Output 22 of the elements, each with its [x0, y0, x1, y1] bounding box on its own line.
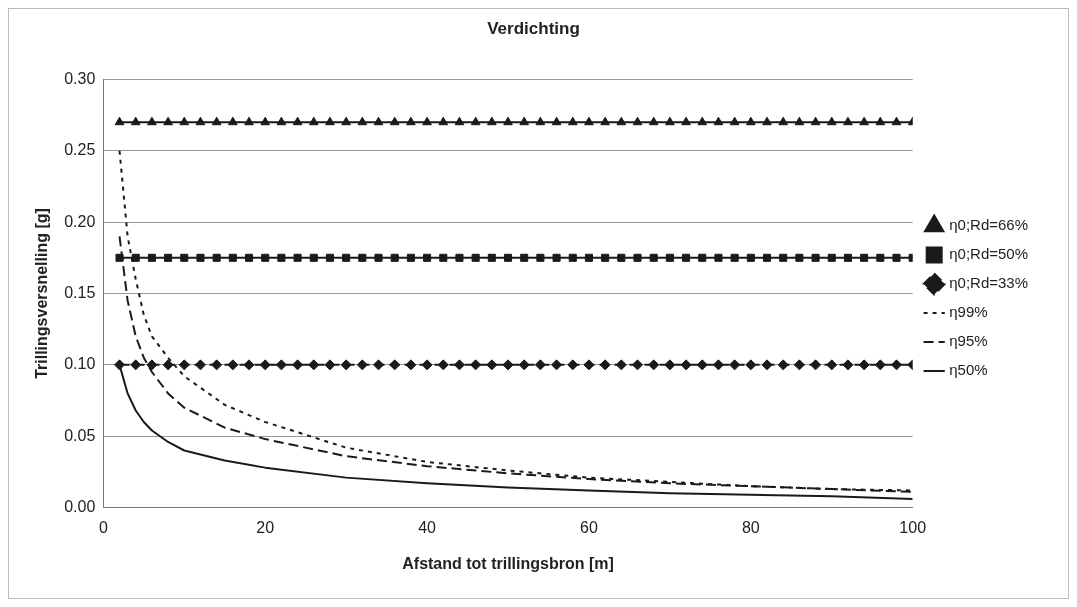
- chart-title: Verdichting: [487, 18, 580, 38]
- x-tick-label: 80: [741, 518, 760, 536]
- y-tick-label: 0.00: [64, 498, 96, 516]
- x-tick-label: 20: [256, 518, 275, 536]
- x-axis-title: Afstand tot trillingsbron [m]: [402, 554, 614, 572]
- y-tick-label: 0.20: [64, 212, 96, 230]
- x-tick-label: 100: [899, 518, 927, 536]
- x-tick-label: 60: [580, 518, 598, 536]
- legend-label: η0;Rd=33%: [949, 274, 1028, 292]
- x-tick-label: 0: [98, 518, 108, 536]
- y-tick-label: 0.30: [64, 69, 96, 87]
- legend-label: η0;Rd=50%: [949, 245, 1028, 263]
- legend-label: η0;Rd=66%: [949, 216, 1028, 234]
- legend-label: η95%: [949, 332, 988, 350]
- legend-label: η99%: [949, 303, 988, 321]
- y-tick-label: 0.05: [64, 426, 96, 444]
- y-tick-label: 0.15: [64, 283, 96, 301]
- x-tick-label: 40: [418, 518, 437, 536]
- y-tick-label: 0.25: [64, 141, 96, 159]
- y-axis-title: Trillingsversnelling [g]: [33, 208, 51, 379]
- legend-label: η50%: [949, 361, 988, 379]
- y-tick-label: 0.10: [64, 355, 96, 373]
